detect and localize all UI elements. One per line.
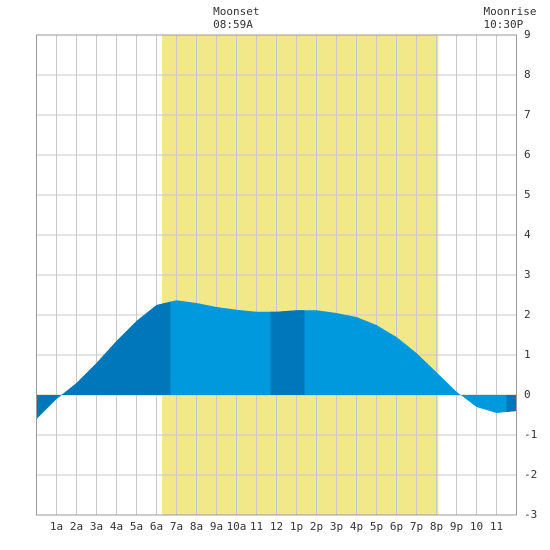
y-tick-label: 0 xyxy=(524,388,531,401)
y-tick-label: 3 xyxy=(524,268,531,281)
y-tick-label: -3 xyxy=(524,508,537,521)
x-tick-label: 1p xyxy=(290,520,303,533)
x-tick-label: 11 xyxy=(250,520,263,533)
x-tick-label: 3a xyxy=(90,520,103,533)
tide-area-dark xyxy=(270,310,305,395)
x-tick-label: 4a xyxy=(110,520,123,533)
x-tick-label: 7a xyxy=(170,520,183,533)
tide-area-dark xyxy=(36,301,171,419)
tide-area-dark xyxy=(506,395,517,412)
x-tick-label: 6p xyxy=(390,520,403,533)
y-tick-label: 2 xyxy=(524,308,531,321)
y-tick-label: -2 xyxy=(524,468,537,481)
annotation-time: 08:59A xyxy=(213,18,253,31)
x-tick-label: 6a xyxy=(150,520,163,533)
annotation-time: 10:30P xyxy=(484,18,524,31)
x-tick-label: 7p xyxy=(410,520,423,533)
x-tick-label: 5p xyxy=(370,520,383,533)
x-tick-label: 5a xyxy=(130,520,143,533)
y-tick-label: 4 xyxy=(524,228,531,241)
y-tick-label: 8 xyxy=(524,68,531,81)
y-tick-label: 1 xyxy=(524,348,531,361)
plot-frame xyxy=(36,34,517,516)
y-tick-label: 6 xyxy=(524,148,531,161)
x-tick-label: 9a xyxy=(210,520,223,533)
annotation-label: Moonset xyxy=(213,5,259,18)
x-tick-label: 2p xyxy=(310,520,323,533)
x-tick-label: 3p xyxy=(330,520,343,533)
y-tick-label: -1 xyxy=(524,428,537,441)
x-tick-label: 4p xyxy=(350,520,363,533)
x-tick-label: 10 xyxy=(470,520,483,533)
y-tick-label: 7 xyxy=(524,108,531,121)
x-tick-label: 9p xyxy=(450,520,463,533)
x-tick-label: 10a xyxy=(227,520,247,533)
y-tick-label: 9 xyxy=(524,28,531,41)
annotation-label: Moonrise xyxy=(484,5,537,18)
y-tick-label: 5 xyxy=(524,188,531,201)
x-tick-label: 2a xyxy=(70,520,83,533)
x-tick-label: 1a xyxy=(50,520,63,533)
x-tick-label: 8p xyxy=(430,520,443,533)
x-tick-label: 12 xyxy=(270,520,283,533)
x-tick-label: 11 xyxy=(490,520,503,533)
x-tick-label: 8a xyxy=(190,520,203,533)
